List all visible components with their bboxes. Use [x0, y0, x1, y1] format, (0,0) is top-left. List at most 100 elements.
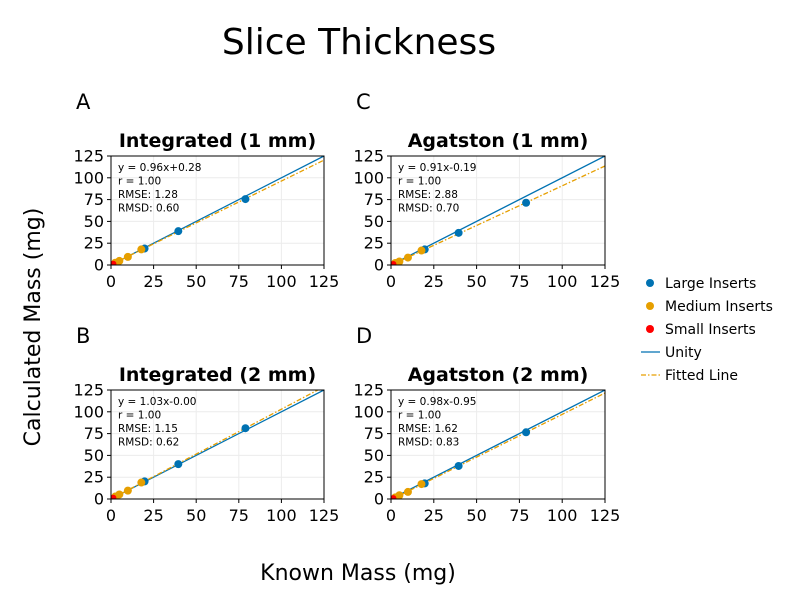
large-inserts-point	[522, 198, 531, 207]
x-tick-label: 75	[509, 272, 529, 291]
x-tick-label: 0	[106, 506, 116, 525]
y-tick-label: 25	[364, 468, 384, 487]
medium-inserts-point	[417, 480, 426, 489]
fit-annotation: RMSD: 0.62	[118, 437, 179, 449]
medium-inserts-point	[403, 253, 412, 262]
legend-label: Small Inserts	[665, 322, 756, 338]
x-tick-label: 50	[466, 272, 486, 291]
large-inserts-point	[454, 461, 463, 470]
y-tick-label: 75	[364, 424, 384, 443]
fit-annotation: r = 1.00	[398, 410, 441, 422]
y-tick-label: 125	[353, 147, 384, 166]
y-tick-label: 25	[84, 234, 104, 253]
x-tick-label: 125	[309, 506, 340, 525]
x-tick-label: 50	[466, 506, 486, 525]
y-tick-label: 0	[374, 256, 384, 275]
legend-item: Fitted Line	[641, 368, 738, 384]
large-inserts-point	[174, 460, 183, 469]
medium-inserts-point	[115, 256, 124, 265]
y-tick-label: 100	[73, 168, 104, 187]
legend-label: Fitted Line	[665, 368, 738, 384]
fit-annotation: y = 0.98x-0.95	[398, 396, 476, 408]
medium-inserts-point	[123, 252, 132, 261]
legend-label: Unity	[665, 345, 702, 361]
large-inserts-point	[241, 424, 250, 433]
x-axis-label: Known Mass (mg)	[260, 561, 456, 586]
legend-item: Unity	[641, 345, 702, 361]
x-tick-label: 125	[590, 272, 621, 291]
panel-title: Agatston (1 mm)	[408, 130, 589, 152]
fit-annotation: RMSE: 1.15	[118, 423, 178, 435]
panel-letter: C	[356, 90, 371, 114]
x-tick-label: 100	[266, 272, 297, 291]
fit-annotation: RMSD: 0.60	[118, 203, 179, 215]
x-tick-label: 0	[386, 272, 396, 291]
small-inserts-point	[391, 495, 397, 499]
large-inserts-point	[454, 228, 463, 237]
panel-letter: A	[76, 90, 91, 114]
medium-inserts-point	[417, 246, 426, 255]
y-tick-label: 75	[364, 190, 384, 209]
legend-marker	[646, 302, 654, 310]
medium-inserts-point	[115, 490, 124, 499]
small-inserts-point	[391, 261, 397, 265]
legend: Large Inserts Medium Inserts Small Inserts…	[641, 276, 773, 384]
large-inserts-point	[522, 428, 531, 437]
legend-marker	[646, 279, 654, 287]
plot-frame	[390, 155, 606, 266]
x-tick-label: 0	[386, 506, 396, 525]
medium-inserts-point	[395, 491, 404, 499]
panel-title: Agatston (2 mm)	[408, 364, 589, 386]
y-tick-label: 75	[84, 190, 104, 209]
figure-title: Slice Thickness	[222, 22, 496, 63]
plot-frame	[390, 389, 606, 500]
y-tick-label: 0	[94, 256, 104, 275]
y-tick-label: 100	[353, 168, 384, 187]
plot-frame	[110, 389, 325, 500]
y-tick-label: 50	[364, 446, 384, 465]
medium-inserts-point	[395, 257, 404, 265]
x-tick-label: 25	[143, 272, 163, 291]
x-tick-label: 75	[509, 506, 529, 525]
x-tick-label: 75	[229, 272, 249, 291]
x-tick-label: 50	[186, 506, 206, 525]
y-tick-label: 100	[73, 402, 104, 421]
y-tick-label: 125	[73, 147, 104, 166]
fit-annotation: RMSE: 1.62	[398, 423, 458, 435]
medium-inserts-point	[137, 478, 146, 487]
y-tick-label: 100	[353, 402, 384, 421]
fit-annotation: r = 1.00	[118, 176, 161, 188]
fit-annotation: RMSD: 0.83	[398, 437, 459, 449]
y-tick-label: 50	[364, 212, 384, 231]
y-tick-label: 125	[353, 381, 384, 400]
fit-annotation: RMSD: 0.70	[398, 203, 459, 215]
y-tick-label: 125	[73, 381, 104, 400]
x-tick-label: 125	[590, 506, 621, 525]
fit-annotation: r = 1.00	[398, 176, 441, 188]
medium-inserts-point	[137, 245, 146, 254]
fit-annotation: y = 1.03x-0.00	[118, 396, 196, 408]
fit-annotation: y = 0.91x-0.19	[398, 162, 476, 174]
y-tick-label: 75	[84, 424, 104, 443]
large-inserts-point	[174, 227, 183, 236]
medium-inserts-point	[123, 486, 132, 495]
x-tick-label: 100	[547, 506, 578, 525]
medium-inserts-point	[403, 487, 412, 496]
x-tick-label: 50	[186, 272, 206, 291]
panel-title: Integrated (2 mm)	[119, 364, 316, 386]
y-tick-label: 50	[84, 212, 104, 231]
fit-annotation: RMSE: 1.28	[118, 189, 178, 201]
legend-item: Medium Inserts	[646, 299, 773, 315]
y-tick-label: 0	[94, 490, 104, 509]
x-tick-label: 25	[143, 506, 163, 525]
large-inserts-point	[241, 195, 250, 204]
x-tick-label: 100	[547, 272, 578, 291]
panel-letter: B	[76, 324, 90, 348]
small-inserts-point	[111, 494, 117, 499]
